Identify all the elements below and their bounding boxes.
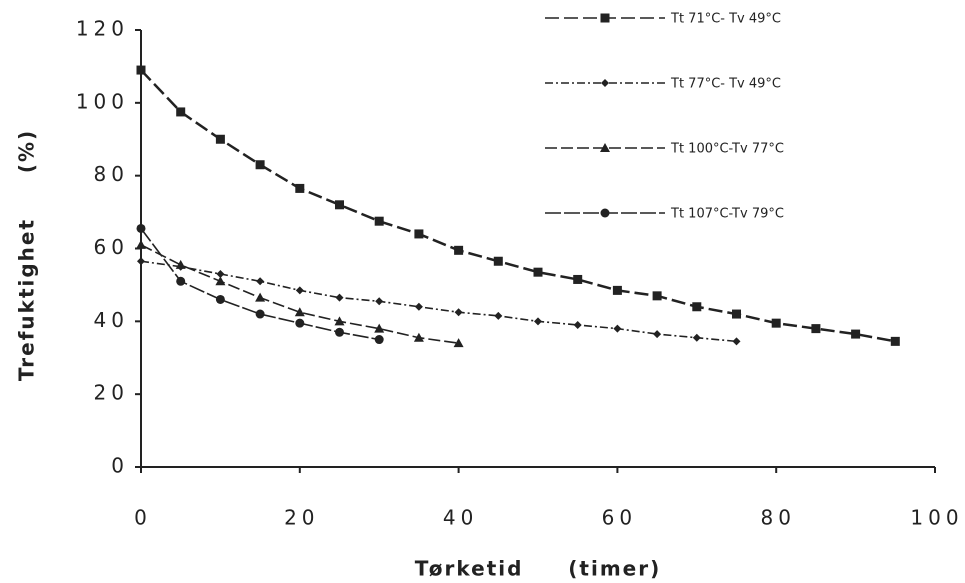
marker — [335, 293, 344, 302]
marker — [533, 267, 543, 277]
marker — [454, 308, 463, 317]
y-tick-label: 120 — [76, 17, 129, 41]
x-tick-label: 20 — [284, 506, 319, 530]
marker — [136, 239, 146, 249]
y-tick-label: 100 — [76, 89, 129, 113]
marker — [295, 183, 305, 193]
marker — [771, 318, 781, 328]
x-tick-label: 40 — [443, 506, 478, 530]
series-line — [140, 244, 459, 344]
marker — [493, 256, 503, 266]
marker — [137, 257, 145, 266]
marker — [215, 294, 225, 304]
marker — [176, 276, 186, 286]
x-axis-label: Tørketid (timer) — [415, 557, 662, 581]
y-tick-label: 60 — [94, 235, 129, 259]
marker — [175, 259, 186, 269]
marker — [732, 337, 741, 346]
marker — [375, 297, 384, 306]
marker — [600, 143, 610, 152]
x-tick-label: 60 — [602, 506, 637, 530]
legend-label: Tt 100°C-Tv 77°C — [670, 142, 784, 157]
marker — [216, 269, 225, 278]
marker — [653, 330, 662, 339]
legend-label: Tt 107°C-Tv 79°C — [670, 207, 784, 222]
marker — [215, 134, 225, 144]
marker — [890, 336, 900, 346]
marker — [136, 65, 146, 75]
marker — [374, 335, 384, 345]
marker — [692, 302, 702, 312]
marker — [414, 302, 423, 311]
marker — [255, 160, 265, 170]
marker — [454, 245, 464, 255]
y-tick-label: 80 — [94, 162, 129, 186]
marker — [573, 274, 583, 284]
x-tick-label: 0 — [134, 506, 152, 530]
marker — [334, 316, 345, 326]
marker — [295, 318, 305, 328]
marker — [652, 291, 662, 301]
marker — [414, 229, 424, 239]
marker — [600, 13, 610, 23]
marker — [335, 200, 344, 210]
y-tick-label: 40 — [94, 308, 129, 332]
marker — [374, 323, 385, 333]
marker — [573, 320, 582, 329]
marker — [255, 309, 265, 319]
y-tick-label: 0 — [111, 454, 129, 478]
series-line — [140, 260, 737, 343]
marker — [256, 277, 265, 286]
x-tick-label: 100 — [910, 506, 963, 530]
marker — [215, 276, 226, 286]
marker — [176, 107, 186, 117]
marker — [851, 329, 861, 339]
legend-label: Tt 77°C- Tv 49°C — [670, 77, 781, 92]
marker — [600, 208, 610, 218]
marker — [494, 311, 503, 320]
marker — [692, 333, 701, 342]
marker — [732, 309, 741, 319]
marker — [255, 292, 266, 302]
y-tick-label: 20 — [94, 381, 129, 405]
marker — [295, 286, 304, 295]
marker — [811, 324, 821, 334]
marker — [612, 285, 622, 295]
marker — [413, 332, 424, 342]
marker — [374, 216, 384, 226]
y-axis-label: Trefuktighet (%) — [15, 129, 39, 381]
legend-label: Tt 71°C- Tv 49°C — [670, 12, 781, 27]
marker — [601, 79, 609, 87]
marker — [294, 307, 305, 317]
marker — [335, 327, 344, 337]
marker — [453, 338, 464, 348]
marker — [534, 317, 542, 326]
marker — [613, 324, 622, 333]
marker — [136, 223, 146, 233]
x-tick-label: 80 — [760, 506, 795, 530]
series-line — [140, 69, 896, 343]
